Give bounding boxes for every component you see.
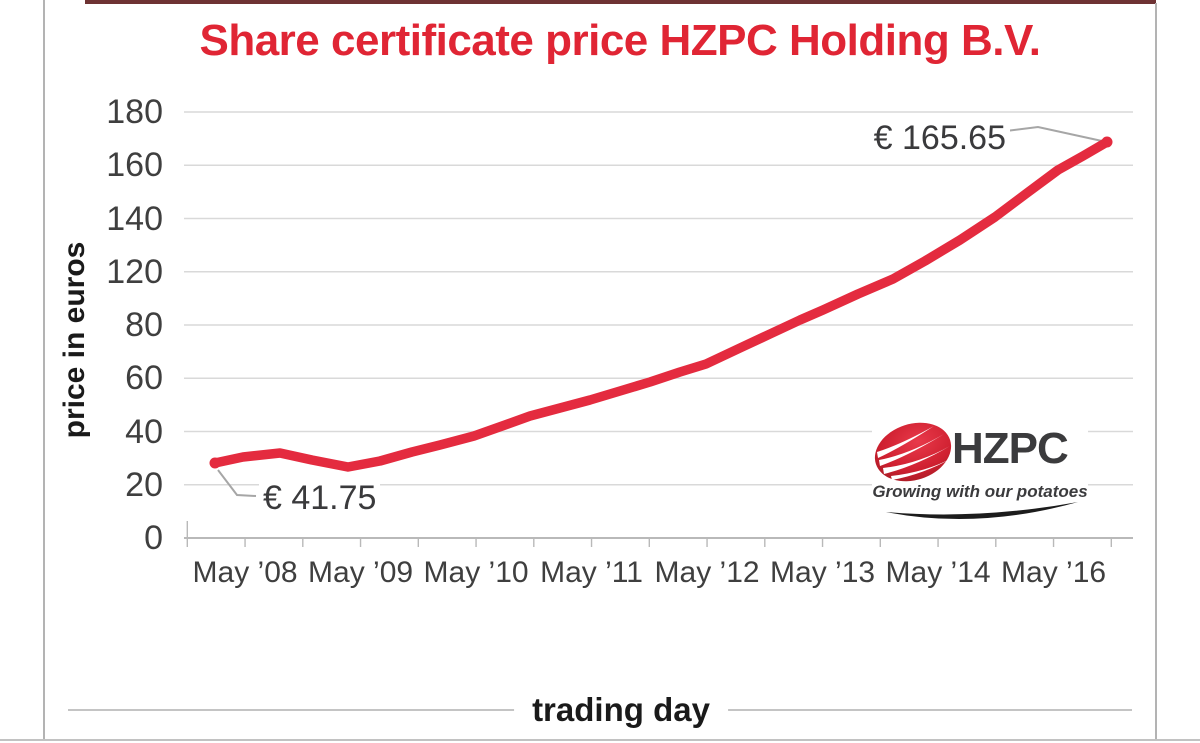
annotation-end-price: € 165.65	[826, 119, 1010, 158]
y-tick-label: 180	[106, 93, 163, 131]
y-tick-label: 140	[106, 199, 163, 238]
y-tick-label: 60	[125, 359, 163, 398]
potato-swoosh-icon	[874, 422, 1078, 520]
x-tick-label: May ’14	[885, 556, 991, 589]
y-tick-label: 160	[106, 146, 163, 185]
x-tick-label: May ’11	[540, 556, 643, 589]
logo-wordmark: HZPC	[952, 424, 1069, 473]
x-tick-label: May ’08	[192, 556, 298, 589]
annotation-start-price: € 41.75	[259, 479, 381, 518]
chart-title: Share certificate price HZPC Holding B.V…	[199, 16, 1041, 65]
bottom-border-line	[0, 739, 1200, 741]
y-tick-label: 80	[125, 306, 163, 344]
x-tick-label: May ’09	[308, 556, 414, 589]
y-tick-label: 40	[125, 412, 163, 451]
y-tick-label: 0	[144, 519, 163, 557]
right-border-line	[1155, 3, 1157, 740]
left-border-line	[43, 0, 45, 740]
x-axis-title: trading day	[514, 691, 728, 729]
top-border-line	[85, 0, 1156, 4]
hzpc-logo: HZPC Growing with our potatoes	[872, 418, 1088, 526]
y-tick-label: 120	[106, 252, 163, 291]
x-tick-label: May ’12	[654, 556, 760, 589]
x-tick-label: May ’13	[770, 556, 876, 589]
y-axis-tick-labels: 180 160 140 120 80 60 40 20 0	[70, 0, 163, 743]
x-tick-label: May ’16	[1001, 556, 1107, 589]
y-tick-label: 20	[125, 465, 163, 504]
logo-tagline: Growing with our potatoes	[872, 482, 1088, 501]
x-tick-label: May ’10	[423, 556, 529, 589]
